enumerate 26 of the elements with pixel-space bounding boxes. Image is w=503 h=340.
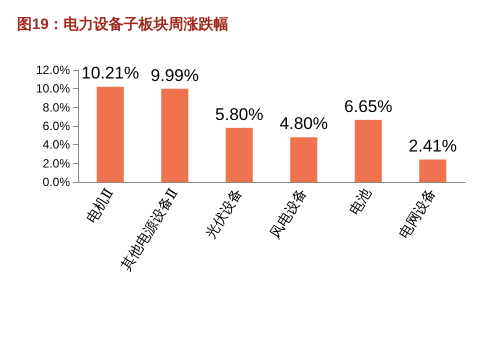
bar (96, 86, 124, 182)
y-tick-label: 8.0% (42, 100, 70, 114)
y-tick-label: 6.0% (42, 119, 70, 133)
y-tick-label: 4.0% (42, 138, 70, 152)
data-label: 6.65% (344, 96, 392, 116)
bar (161, 88, 188, 182)
data-label: 2.41% (408, 136, 457, 156)
bar (354, 120, 382, 182)
bar (290, 137, 318, 182)
bar (419, 160, 446, 182)
data-label: 5.80% (215, 104, 264, 124)
chart-title: 图19：电力设备子板块周涨跌幅 (17, 16, 229, 33)
x-tick-label: 电网设备 (396, 186, 440, 242)
y-tick-label: 12.0% (36, 63, 70, 77)
bar (226, 128, 253, 182)
y-tick-label: 0.0% (42, 175, 70, 189)
x-tick-label: 电池 (346, 186, 376, 218)
x-tick-label: 光伏设备 (202, 186, 246, 242)
data-label: 9.99% (150, 66, 199, 85)
x-tick-label: 风电设备 (267, 186, 311, 242)
data-label: 4.80% (280, 114, 328, 134)
data-label: 10.21% (81, 64, 140, 83)
x-tick-label: 电机Ⅱ (84, 186, 118, 226)
x-tick-label: 其他电源设备Ⅱ (118, 186, 182, 274)
y-tick-label: 2.0% (42, 156, 70, 170)
y-tick-label: 10.0% (36, 82, 70, 96)
